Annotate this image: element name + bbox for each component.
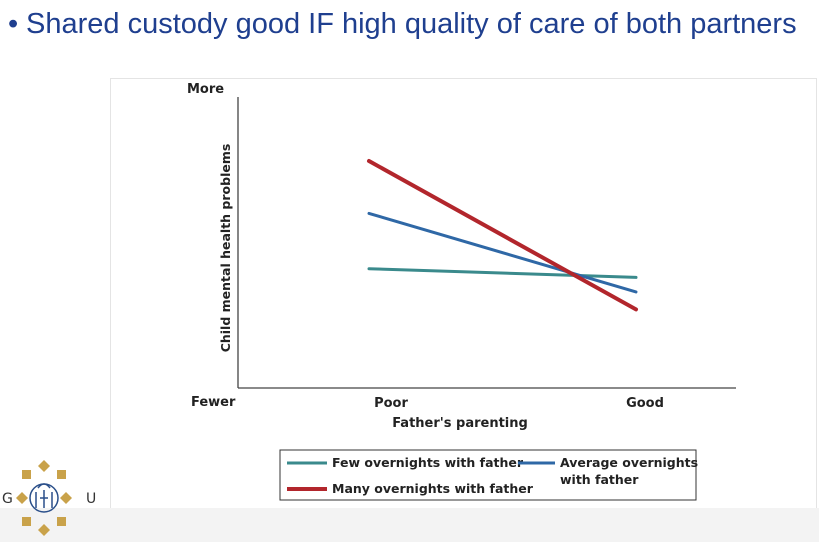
university-logo: G U	[0, 452, 110, 542]
chart-figure: More Fewer Child mental health problems …	[110, 78, 817, 520]
slide-footer-band	[0, 508, 819, 542]
logo-letter-g: G	[2, 491, 13, 507]
x-axis-label: Father's parenting	[392, 416, 528, 431]
legend-label-many: Many overnights with father	[332, 481, 534, 496]
bullet-point: •	[8, 8, 19, 40]
y-axis-label: Child mental health problems	[218, 144, 233, 353]
legend-box	[279, 449, 697, 501]
series-line-many-overnights	[367, 159, 638, 312]
logo-letter-u: U	[86, 491, 96, 507]
slide-title-text: Shared custody good IF high quality of c…	[26, 8, 797, 40]
series-group	[367, 159, 638, 312]
series-line-average-overnights	[367, 211, 638, 294]
logo-emblem: G U	[2, 460, 96, 536]
slide-title: • Shared custody good IF high quality of …	[8, 8, 797, 41]
legend-label-average-2: with father	[560, 472, 639, 487]
legend-label-average-1: Average overnights	[560, 455, 698, 470]
y-top-label: More	[187, 82, 224, 97]
legend: Few overnights with father Average overn…	[279, 449, 698, 501]
x-tick-label-good: Good	[626, 396, 664, 411]
line-chart: More Fewer Child mental health problems …	[187, 82, 736, 501]
y-bottom-label: Fewer	[191, 395, 236, 410]
legend-label-few: Few overnights with father	[332, 455, 524, 470]
series-line-few-overnights	[367, 267, 638, 279]
x-tick-label-poor: Poor	[374, 396, 408, 411]
